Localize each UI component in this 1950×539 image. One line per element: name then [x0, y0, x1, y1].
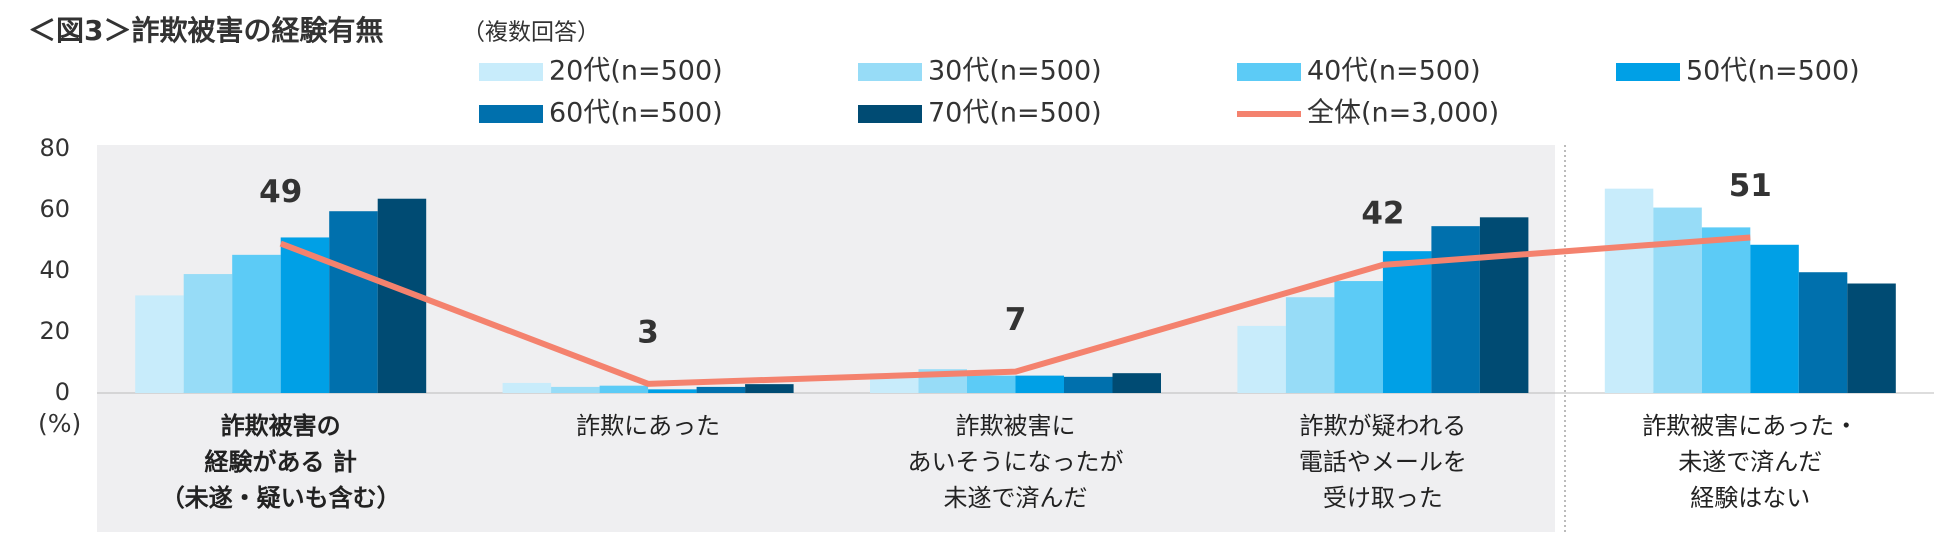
x-tick-label: 詐欺被害に あいそうになったが 未遂で済んだ [907, 412, 1124, 512]
bar [1237, 325, 1286, 393]
legend-swatch [1237, 63, 1301, 81]
bar [232, 254, 281, 393]
bar [599, 385, 649, 393]
bar [1382, 251, 1432, 393]
bar [1015, 375, 1064, 393]
bar [1604, 188, 1654, 393]
bar [1334, 281, 1383, 393]
bar [1798, 272, 1848, 393]
legend-swatch [1616, 63, 1680, 81]
legend-label: 70代(n=500) [928, 98, 1102, 129]
bar [280, 237, 330, 393]
bar [1750, 244, 1799, 393]
bar [1847, 283, 1896, 393]
value-label: 7 [1005, 302, 1027, 338]
bar [135, 295, 184, 393]
bar [1112, 373, 1161, 393]
y-tick-label: 20 [39, 317, 70, 345]
legend-label: 60代(n=500) [549, 98, 723, 129]
y-unit: (%) [38, 409, 81, 438]
bar [1431, 226, 1480, 393]
legend-label: 全体(n=3,000) [1307, 98, 1499, 129]
value-label: 3 [637, 314, 659, 350]
legend-label: 20代(n=500) [549, 56, 723, 87]
bar [648, 389, 697, 393]
y-tick-label: 80 [39, 134, 70, 162]
legend-swatch [479, 63, 543, 81]
bar [329, 211, 378, 393]
legend-label: 40代(n=500) [1307, 56, 1481, 87]
legend-swatch [858, 63, 922, 81]
value-label: 42 [1361, 195, 1404, 231]
bar [967, 375, 1016, 393]
bar [1285, 297, 1335, 393]
x-tick-label: 詐欺が疑われる 電話やメールを 受け取った [1298, 412, 1467, 512]
legend-label: 50代(n=500) [1686, 56, 1860, 87]
bar [1701, 227, 1751, 393]
bar [696, 386, 746, 393]
y-tick-label: 0 [55, 378, 70, 406]
bar [551, 386, 600, 393]
bar [745, 384, 794, 393]
value-label: 51 [1729, 168, 1772, 204]
legend-swatch [479, 105, 543, 123]
legend-swatch [858, 105, 922, 123]
x-tick-label: 詐欺被害にあった・ 未遂で済んだ 経験はない [1642, 412, 1859, 512]
chart-subtitle: （複数回答） [462, 20, 600, 46]
bar [1479, 217, 1529, 393]
bar [1653, 207, 1702, 393]
x-tick-label: 詐欺にあった [576, 412, 721, 440]
bar [502, 382, 552, 393]
chart-title: ＜図3＞詐欺被害の経験有無 [28, 14, 383, 47]
value-label: 49 [259, 174, 302, 210]
legend-label: 30代(n=500) [928, 56, 1102, 87]
total-line [279, 234, 1751, 387]
bar [1064, 376, 1113, 393]
x-tick-label: 詐欺被害の 経験がある 計 （未遂・疑いも含む） [160, 412, 401, 512]
y-tick-label: 40 [39, 256, 70, 284]
y-tick-label: 60 [39, 195, 70, 223]
bar [183, 274, 233, 393]
